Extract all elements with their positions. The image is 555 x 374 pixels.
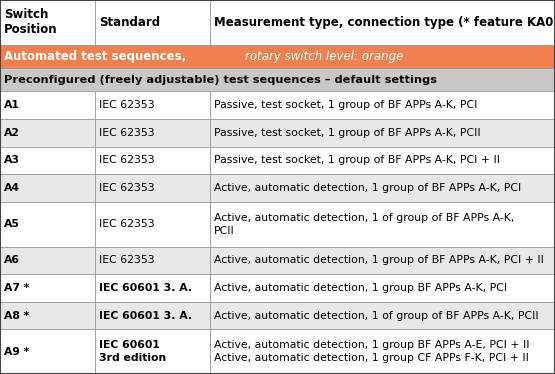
Text: A2: A2 (4, 128, 20, 138)
Bar (95, 202, 210, 246)
Bar (95, 147, 210, 174)
Bar (95, 329, 210, 374)
Bar (0, 246, 95, 274)
Text: Passive, test socket, 1 group of BF APPs A-K, PCI: Passive, test socket, 1 group of BF APPs… (214, 100, 477, 110)
Bar (95, 91, 210, 119)
Text: Active, automatic detection, 1 group of BF APPs A-K, PCI + II: Active, automatic detection, 1 group of … (214, 255, 544, 265)
Bar (95, 0, 210, 45)
Text: IEC 60601
3rd edition: IEC 60601 3rd edition (99, 340, 166, 363)
Text: IEC 60601 3. A.: IEC 60601 3. A. (99, 283, 192, 293)
Text: Standard: Standard (99, 16, 160, 29)
Bar (210, 274, 555, 302)
Bar (210, 0, 555, 45)
Bar (0, 119, 95, 147)
Text: A5: A5 (4, 219, 20, 229)
Bar (210, 119, 555, 147)
Text: IEC 62353: IEC 62353 (99, 219, 155, 229)
Bar (210, 302, 555, 329)
Bar (0, 147, 95, 174)
Text: IEC 62353: IEC 62353 (99, 100, 155, 110)
Bar (95, 302, 210, 329)
Text: IEC 62353: IEC 62353 (99, 255, 155, 265)
Bar (210, 202, 555, 246)
Text: A7 *: A7 * (4, 283, 29, 293)
Text: A1: A1 (4, 100, 20, 110)
Bar (0, 302, 95, 329)
Bar (0, 274, 95, 302)
Text: Switch
Position: Switch Position (4, 8, 58, 36)
Bar (210, 246, 555, 274)
Text: Passive, test socket, 1 group of BF APPs A-K, PCII: Passive, test socket, 1 group of BF APPs… (214, 128, 481, 138)
Bar (0, 91, 95, 119)
Text: A9 *: A9 * (4, 347, 29, 357)
Text: IEC 62353: IEC 62353 (99, 128, 155, 138)
Bar (0, 202, 95, 246)
Text: Active, automatic detection, 1 group BF APPs A-K, PCI: Active, automatic detection, 1 group BF … (214, 283, 507, 293)
Text: A6: A6 (4, 255, 20, 265)
Text: Passive, test socket, 1 group of BF APPs A-K, PCI + II: Passive, test socket, 1 group of BF APPs… (214, 156, 500, 165)
Text: A3: A3 (4, 156, 20, 165)
Text: IEC 60601 3. A.: IEC 60601 3. A. (99, 310, 192, 321)
Bar (0, 45, 555, 68)
Bar (95, 246, 210, 274)
Text: Active, automatic detection, 1 group BF APPs A-E, PCI + II
Active, automatic det: Active, automatic detection, 1 group BF … (214, 340, 529, 363)
Text: Automated test sequences,: Automated test sequences, (4, 50, 190, 63)
Bar (95, 174, 210, 202)
Bar (95, 274, 210, 302)
Bar (210, 174, 555, 202)
Bar (210, 329, 555, 374)
Text: IEC 62353: IEC 62353 (99, 156, 155, 165)
Bar (210, 147, 555, 174)
Text: IEC 62353: IEC 62353 (99, 183, 155, 193)
Bar (95, 119, 210, 147)
Text: rotary switch level: orange: rotary switch level: orange (245, 50, 404, 63)
Text: Measurement type, connection type (* feature KA01): Measurement type, connection type (* fea… (214, 16, 555, 29)
Text: A4: A4 (4, 183, 20, 193)
Bar (0, 0, 95, 45)
Bar (0, 329, 95, 374)
Text: Preconfigured (freely adjustable) test sequences – default settings: Preconfigured (freely adjustable) test s… (4, 75, 437, 85)
Bar (210, 91, 555, 119)
Text: Active, automatic detection, 1 of group of BF APPs A-K,
PCII: Active, automatic detection, 1 of group … (214, 213, 514, 236)
Text: Active, automatic detection, 1 group of BF APPs A-K, PCI: Active, automatic detection, 1 group of … (214, 183, 521, 193)
Text: A8 *: A8 * (4, 310, 29, 321)
Text: Active, automatic detection, 1 of group of BF APPs A-K, PCII: Active, automatic detection, 1 of group … (214, 310, 538, 321)
Bar (0, 174, 95, 202)
Bar (0, 68, 555, 91)
